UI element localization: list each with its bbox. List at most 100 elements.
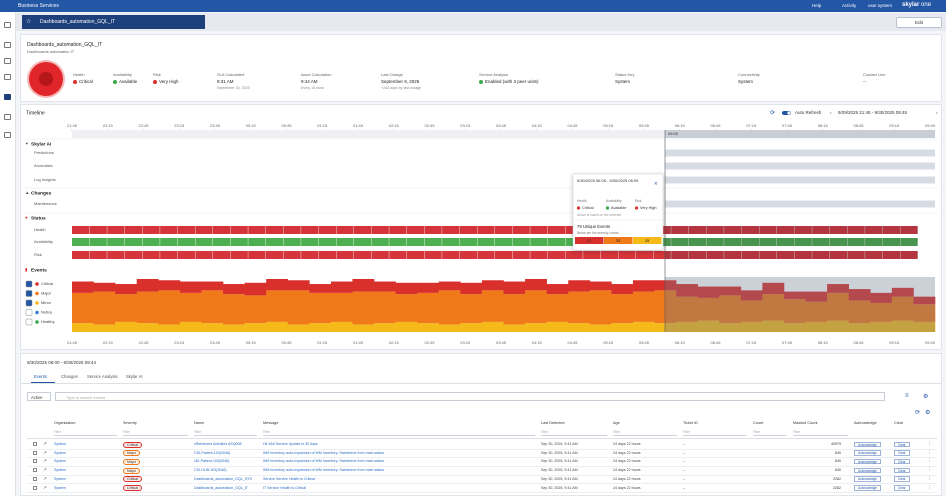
- edit-button[interactable]: Edit: [896, 17, 942, 28]
- cell[interactable]: CDI-HUB-103(3046): [194, 468, 227, 473]
- row-checkbox[interactable]: [33, 476, 37, 481]
- cell[interactable]: System: [54, 450, 66, 455]
- event-bar: [223, 324, 245, 332]
- status-segment: [495, 251, 513, 259]
- view-icon[interactable]: ≡: [905, 393, 909, 399]
- nav-icon[interactable]: [4, 132, 11, 138]
- refresh-icon[interactable]: ⟳: [915, 410, 921, 416]
- nav-icon[interactable]: [4, 114, 11, 120]
- column-filter[interactable]: Filter: [753, 430, 787, 436]
- nav-icon[interactable]: [4, 22, 11, 28]
- help-link[interactable]: Help: [812, 3, 822, 8]
- acknowledge-button[interactable]: Acknowledge: [854, 441, 881, 447]
- row-menu[interactable]: ⋮: [927, 467, 932, 473]
- row-expand[interactable]: ↗: [43, 484, 47, 490]
- cell[interactable]: Dashboards_automation_GQL_SYS: [194, 476, 252, 481]
- row-menu[interactable]: ⋮: [927, 475, 932, 481]
- filter-dropdown[interactable]: Active: [27, 392, 51, 401]
- legend-checkbox[interactable]: [25, 290, 33, 297]
- acknowledge-button[interactable]: Acknowledge: [854, 458, 881, 465]
- clear-button[interactable]: Clear: [894, 458, 910, 465]
- user-menu[interactable]: user.system: [868, 3, 893, 8]
- cell[interactable]: Hit 3A5 Service Update in 30 days: [263, 442, 318, 446]
- event-bar: [179, 321, 202, 332]
- clear-button[interactable]: Clear: [894, 450, 910, 456]
- cell[interactable]: Service Service Health is Critical: [263, 476, 315, 481]
- nav-icon[interactable]: [4, 58, 11, 64]
- column-filter[interactable]: Filter: [541, 430, 607, 436]
- cell[interactable]: CDI-Patient-103(3046): [194, 450, 231, 455]
- details-tab[interactable]: Skylar AI: [126, 374, 143, 379]
- column-filter[interactable]: Filter: [123, 430, 188, 436]
- time-tick-label: 00:45: [281, 123, 292, 128]
- acknowledge-button[interactable]: Acknowledge: [854, 450, 881, 456]
- star-icon[interactable]: ☆: [26, 19, 32, 25]
- settings-icon[interactable]: ⚙: [925, 410, 931, 416]
- settings-icon[interactable]: ⚙: [923, 394, 929, 400]
- legend-checkbox[interactable]: [25, 309, 33, 316]
- cell[interactable]: vDI-Patient-103(3046): [194, 459, 230, 464]
- column-filter[interactable]: Filter: [194, 430, 257, 436]
- cell[interactable]: IT Service Health is Critical: [263, 485, 307, 490]
- row-checkbox[interactable]: [33, 485, 37, 490]
- activity-link[interactable]: Activity: [842, 3, 857, 8]
- row-menu[interactable]: ⋮: [927, 458, 932, 464]
- row-expand[interactable]: ↗: [43, 458, 47, 464]
- event-bar: [827, 284, 849, 293]
- cell[interactable]: System: [54, 485, 66, 490]
- event-bar: [870, 292, 893, 303]
- cell[interactable]: vRetrievers Activities ASQ008: [194, 442, 242, 446]
- cell[interactable]: System: [54, 468, 66, 473]
- row-checkbox[interactable]: [33, 459, 37, 464]
- acknowledge-button[interactable]: Acknowledge: [854, 476, 881, 482]
- clear-button[interactable]: Clear: [894, 441, 910, 447]
- row-menu[interactable]: ⋮: [927, 441, 932, 446]
- details-tab[interactable]: Changes: [61, 374, 78, 379]
- cell[interactable]: WM inventory auto-expansion of WM invent…: [263, 468, 385, 473]
- row-expand[interactable]: ↗: [43, 441, 47, 446]
- row-menu[interactable]: ⋮: [927, 484, 932, 490]
- cell[interactable]: Dashboards_automation_GQL_IT: [194, 485, 248, 490]
- cell[interactable]: System: [54, 459, 66, 464]
- legend-checkbox[interactable]: [25, 318, 33, 326]
- details-tab[interactable]: Service Analysis: [87, 374, 118, 379]
- legend-checkbox[interactable]: [25, 280, 33, 288]
- column-filter[interactable]: Filter: [54, 430, 117, 436]
- nav-icon[interactable]: [4, 74, 11, 80]
- column-filter[interactable]: Filter: [263, 430, 535, 436]
- acknowledge-button[interactable]: Acknowledge: [854, 467, 881, 474]
- cell[interactable]: System: [54, 442, 66, 446]
- cell: 2282: [833, 485, 841, 490]
- cell[interactable]: WM inventory auto-expansion of WM invent…: [263, 450, 385, 455]
- row-expand[interactable]: ↗: [43, 475, 47, 481]
- dashboard-tab[interactable]: ☆ Dashboards_automation_GQL_IT: [22, 15, 205, 29]
- count-cell: [604, 237, 633, 244]
- clear-button[interactable]: Clear: [894, 467, 910, 474]
- search-box[interactable]: Type to search events: [55, 392, 885, 401]
- row-checkbox[interactable]: [33, 468, 37, 473]
- legend-checkbox[interactable]: [25, 299, 33, 307]
- status-segment: [459, 251, 477, 259]
- row-checkbox[interactable]: [33, 442, 37, 446]
- nav-icon[interactable]: [4, 42, 11, 48]
- clear-button[interactable]: Clear: [894, 485, 910, 491]
- status-segment: [89, 226, 107, 234]
- time-tick-label: 03:15: [460, 340, 471, 345]
- cell[interactable]: System: [54, 476, 66, 481]
- row-menu[interactable]: ⋮: [927, 449, 932, 455]
- cell[interactable]: WM inventory auto-expansion of WM invent…: [263, 459, 385, 464]
- row-expand[interactable]: ↗: [43, 467, 47, 473]
- clear-button[interactable]: Clear: [894, 476, 910, 482]
- event-bar: [223, 284, 245, 295]
- column-filter[interactable]: Filter: [613, 430, 677, 436]
- acknowledge-button[interactable]: Acknowledge: [854, 485, 881, 491]
- row-expand[interactable]: ↗: [43, 449, 47, 455]
- tooltip-close[interactable]: ×: [654, 182, 658, 188]
- column-filter[interactable]: Filter: [793, 430, 848, 436]
- row-checkbox[interactable]: [33, 450, 37, 455]
- details-tab[interactable]: Events: [34, 374, 47, 379]
- nav-icon[interactable]: [4, 94, 11, 100]
- field-value: September 9, 2025: [381, 79, 420, 84]
- status-segment: [230, 226, 248, 234]
- column-filter[interactable]: Filter: [683, 430, 747, 436]
